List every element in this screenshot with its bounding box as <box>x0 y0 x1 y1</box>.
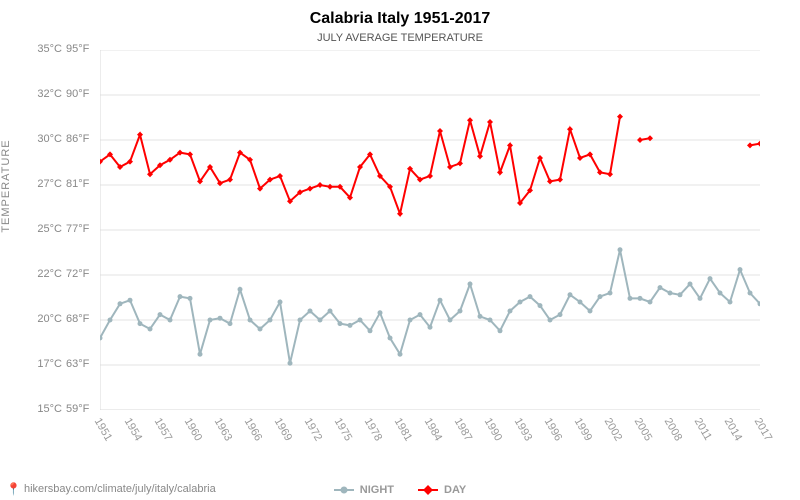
x-tick-label: 1993 <box>512 416 535 443</box>
x-tick-label: 1969 <box>272 416 295 443</box>
x-tick-label: 2011 <box>692 416 714 442</box>
x-tick-label: 1966 <box>242 416 265 443</box>
y-tick-celsius: 30°C <box>32 133 62 145</box>
x-tick-label: 2005 <box>632 416 655 443</box>
chart-subtitle: JULY AVERAGE TEMPERATURE <box>0 32 800 44</box>
y-tick-fahrenheit: 95°F <box>66 43 89 55</box>
x-tick-label: 1984 <box>422 416 445 443</box>
y-tick-fahrenheit: 72°F <box>66 268 89 280</box>
y-tick-celsius: 32°C <box>32 88 62 100</box>
y-tick-celsius: 35°C <box>32 43 62 55</box>
chart-title: Calabria Italy 1951-2017 <box>0 10 800 28</box>
y-tick-fahrenheit: 90°F <box>66 88 89 100</box>
x-tick-label: 1978 <box>362 416 385 443</box>
y-axis-label: TEMPERATURE <box>0 139 12 232</box>
y-tick-celsius: 17°C <box>32 358 62 370</box>
x-tick-label: 2008 <box>662 416 685 443</box>
series-night <box>100 247 760 365</box>
legend-marker-night <box>334 485 354 495</box>
y-tick-celsius: 27°C <box>32 178 62 190</box>
x-tick-label: 1951 <box>92 416 115 443</box>
chart-root: Calabria Italy 1951-2017 JULY AVERAGE TE… <box>0 0 800 500</box>
x-tick-label: 1987 <box>452 416 475 443</box>
x-tick-label: 2002 <box>602 416 625 443</box>
legend-label-day: DAY <box>444 484 466 496</box>
x-tick-label: 1960 <box>182 416 205 443</box>
x-tick-label: 1996 <box>542 416 565 443</box>
source-text: hikersbay.com/climate/july/italy/calabri… <box>24 483 216 495</box>
y-tick-celsius: 22°C <box>32 268 62 280</box>
x-tick-label: 2017 <box>752 416 775 443</box>
y-tick-celsius: 20°C <box>32 313 62 325</box>
x-tick-label: 1957 <box>152 416 175 443</box>
x-tick-label: 2014 <box>722 416 745 443</box>
x-tick-label: 1999 <box>572 416 595 443</box>
series-day <box>100 114 760 217</box>
y-tick-celsius: 25°C <box>32 223 62 235</box>
chart-svg <box>100 50 760 410</box>
x-tick-label: 1981 <box>392 416 415 443</box>
legend-item-night: NIGHT <box>334 484 394 496</box>
x-tick-label: 1990 <box>482 416 505 443</box>
y-tick-fahrenheit: 63°F <box>66 358 89 370</box>
y-tick-celsius: 15°C <box>32 403 62 415</box>
legend-label-night: NIGHT <box>360 484 394 496</box>
legend-marker-day <box>418 485 438 495</box>
x-tick-label: 1972 <box>302 416 325 443</box>
y-tick-fahrenheit: 86°F <box>66 133 89 145</box>
plot-area <box>100 50 760 410</box>
y-tick-fahrenheit: 59°F <box>66 403 89 415</box>
y-tick-fahrenheit: 81°F <box>66 178 89 190</box>
map-pin-icon: 📍 <box>6 482 21 496</box>
x-tick-label: 1963 <box>212 416 235 443</box>
source-link[interactable]: 📍 hikersbay.com/climate/july/italy/calab… <box>6 482 216 496</box>
y-tick-fahrenheit: 68°F <box>66 313 89 325</box>
y-tick-fahrenheit: 77°F <box>66 223 89 235</box>
x-tick-label: 1975 <box>332 416 355 443</box>
legend-item-day: DAY <box>418 484 466 496</box>
x-tick-label: 1954 <box>122 416 145 443</box>
